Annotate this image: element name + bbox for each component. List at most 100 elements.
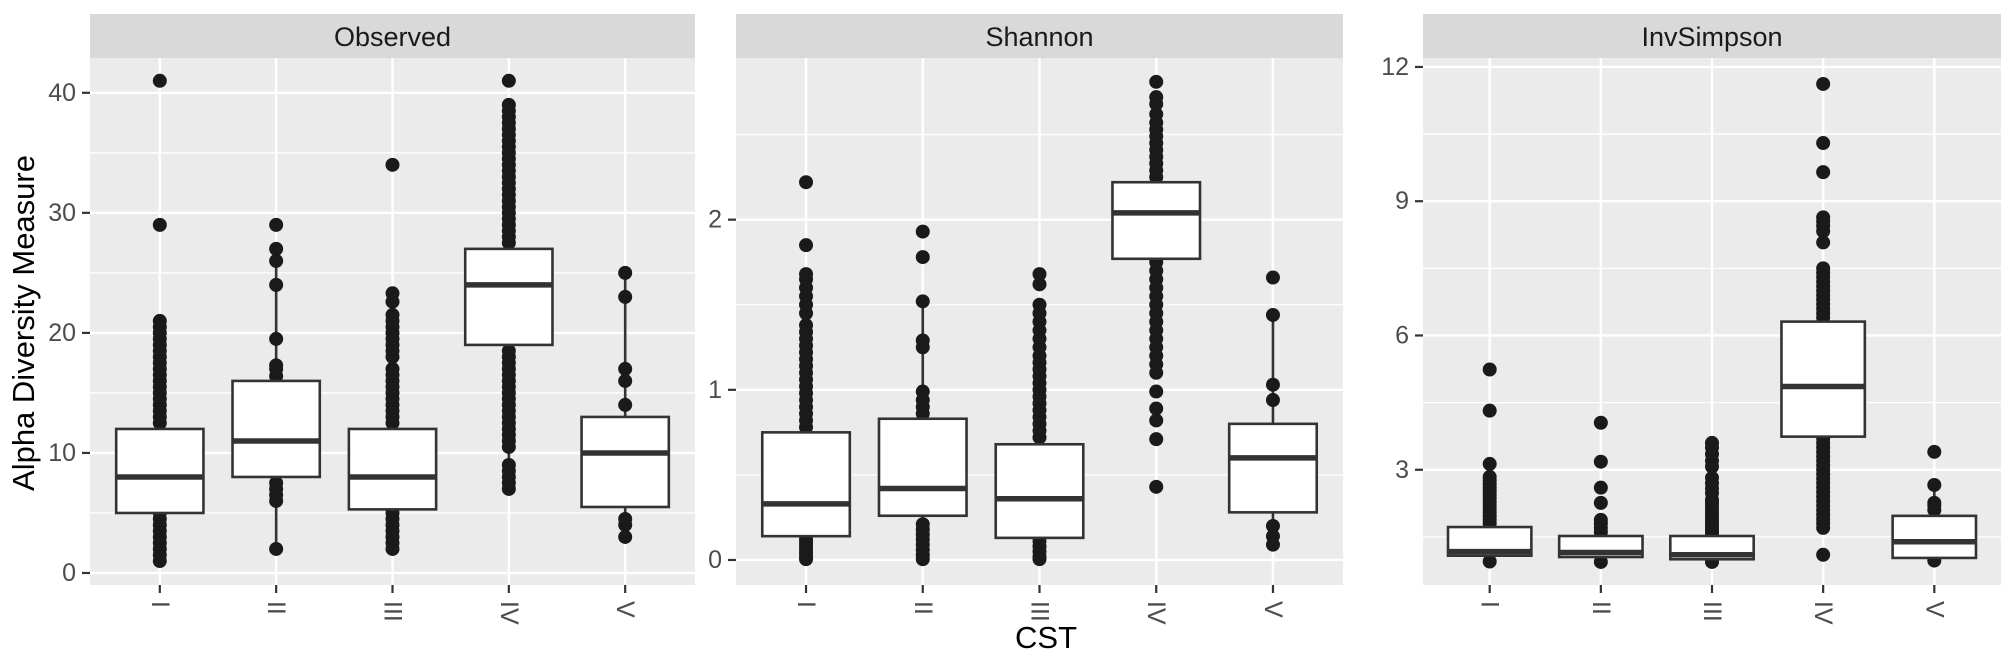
x-axis-tick-label: IV — [495, 601, 523, 625]
data-point — [1149, 107, 1164, 122]
data-point — [618, 511, 633, 526]
data-point — [1593, 454, 1608, 469]
data-point — [1482, 456, 1497, 471]
data-point — [1149, 401, 1164, 416]
boxplot-shannon-cst-ii — [877, 224, 968, 567]
iqr-box — [760, 431, 852, 538]
data-point — [1265, 393, 1280, 408]
iqr-box — [994, 442, 1085, 540]
y-axis-tick-label: 10 — [48, 439, 76, 467]
boxplot-observed-cst-iii — [347, 157, 438, 556]
x-axis-tick-label: I — [1476, 601, 1504, 608]
data-point — [152, 313, 167, 328]
data-point — [269, 358, 284, 373]
facet-strip — [1423, 14, 2001, 58]
data-point — [1593, 415, 1608, 430]
iqr-box — [1111, 180, 1202, 261]
data-point — [1149, 479, 1164, 494]
data-point — [1482, 469, 1497, 484]
data-point — [915, 517, 930, 532]
data-point — [501, 73, 516, 88]
data-point — [618, 529, 633, 544]
y-axis-tick-label: 9 — [1395, 187, 1409, 215]
data-point — [269, 541, 284, 556]
data-point — [799, 318, 814, 333]
boxplot-shannon-cst-iii — [994, 267, 1085, 567]
data-point — [915, 250, 930, 265]
data-point — [915, 294, 930, 309]
data-point — [1265, 377, 1280, 392]
iqr-box — [1227, 422, 1319, 514]
data-point — [501, 457, 516, 472]
data-point — [618, 373, 633, 388]
data-point — [1593, 554, 1608, 569]
data-point — [1265, 529, 1280, 544]
y-axis-tick-label: 12 — [1381, 53, 1409, 81]
data-point — [618, 361, 633, 376]
facet-strip — [90, 14, 695, 58]
x-axis-tick-label: IV — [1142, 601, 1170, 625]
data-point — [269, 241, 284, 256]
data-point — [1149, 413, 1164, 428]
data-point — [1816, 210, 1831, 225]
data-point — [1265, 518, 1280, 533]
x-axis-tick-label: V — [1259, 601, 1287, 618]
data-point — [799, 175, 814, 190]
y-axis-tick-label: 2 — [708, 206, 722, 234]
boxplot-shannon-cst-iv — [1111, 74, 1202, 494]
data-point — [618, 397, 633, 412]
data-point — [1149, 74, 1164, 89]
x-axis-title: CST — [1015, 620, 1077, 655]
data-point — [618, 289, 633, 304]
iqr-box — [1891, 514, 1978, 560]
data-point — [1927, 477, 1942, 492]
y-axis-tick-label: 3 — [1395, 456, 1409, 484]
facet-strip — [736, 14, 1343, 58]
boxplot-invsimpson-cst-ii — [1557, 415, 1644, 569]
boxplot-observed-cst-iv — [463, 73, 554, 496]
x-axis-tick-label: III — [379, 601, 407, 622]
boxplot-observed-cst-i — [114, 73, 205, 568]
data-point — [1816, 235, 1831, 250]
data-point — [1482, 554, 1497, 569]
y-axis-tick-label: 20 — [48, 319, 76, 347]
y-axis-tick-label: 0 — [708, 546, 722, 574]
data-point — [799, 238, 814, 253]
data-point — [1816, 165, 1831, 180]
data-point — [1149, 384, 1164, 399]
x-axis-tick-label: V — [1920, 601, 1948, 618]
data-point — [1593, 495, 1608, 510]
data-point — [1705, 435, 1719, 450]
data-point — [1927, 495, 1942, 510]
x-axis-tick-label: I — [792, 601, 820, 608]
data-point — [152, 217, 167, 232]
data-point — [269, 253, 284, 268]
data-point — [1705, 470, 1719, 485]
data-point — [269, 217, 284, 232]
data-point — [269, 277, 284, 292]
x-axis-tick-label: IV — [1809, 601, 1837, 625]
facet-strip-label: InvSimpson — [1641, 22, 1782, 52]
data-point — [1816, 136, 1831, 151]
data-point — [1032, 267, 1047, 282]
data-point — [501, 343, 516, 358]
data-point — [1816, 76, 1831, 91]
data-point — [385, 307, 400, 322]
y-axis-tick-label: 0 — [62, 559, 76, 587]
data-point — [1265, 270, 1280, 285]
data-point — [385, 361, 400, 376]
data-point — [1032, 277, 1047, 292]
y-axis-tick-label: 30 — [48, 199, 76, 227]
boxplot-observed-cst-ii — [231, 217, 322, 556]
boxplot-invsimpson-cst-iii — [1669, 435, 1755, 569]
iqr-box — [463, 247, 554, 347]
facet-strip-label: Observed — [334, 22, 451, 52]
data-point — [618, 265, 633, 280]
x-axis-tick-label: II — [262, 601, 290, 615]
y-axis-tick-label: 40 — [48, 79, 76, 107]
x-axis-tick-label: II — [1587, 601, 1615, 615]
